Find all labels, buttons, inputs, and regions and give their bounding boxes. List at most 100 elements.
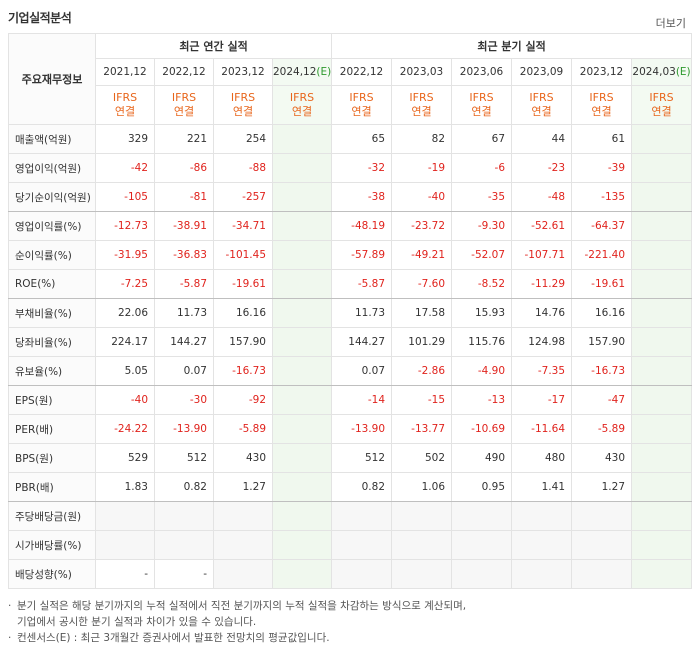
value: -2.86 bbox=[417, 365, 446, 377]
data-row: PBR(배) 1.83 0.82 1.27 0.82 1.06 0.95 1.41 1.27 bbox=[8, 472, 693, 502]
value-cell: -15 bbox=[391, 385, 453, 415]
value-cell: -52.61 bbox=[511, 211, 573, 241]
value-cell: 15.93 bbox=[451, 298, 513, 328]
value-cell: -23 bbox=[511, 153, 573, 183]
period: 2022,12 bbox=[339, 66, 384, 78]
value: -13.77 bbox=[411, 423, 446, 435]
value-cell: 502 bbox=[391, 443, 453, 473]
value-cell: 67 bbox=[451, 124, 513, 154]
value: -88 bbox=[248, 162, 266, 174]
period-header: 2021,12 bbox=[95, 58, 155, 86]
note-line: 기업에서 공시한 분기 실적과 차이가 있을 수 있습니다. bbox=[17, 616, 257, 628]
data-row: PER(배) -24.22 -13.90 -5.89 -13.90 -13.77 -10.6… bbox=[8, 414, 693, 444]
basis-header: IFRS 연결 bbox=[511, 85, 573, 125]
scope: 연결 bbox=[651, 105, 672, 118]
value: 1.41 bbox=[541, 481, 566, 493]
value-cell: -7.25 bbox=[95, 269, 155, 299]
value-cell: 1.27 bbox=[571, 472, 633, 502]
value-cell: 16.16 bbox=[213, 298, 273, 328]
basis-header: IFRS 연결 bbox=[571, 85, 633, 125]
basis: IFRS bbox=[112, 91, 138, 104]
value-cell: 11.73 bbox=[331, 298, 393, 328]
more-link[interactable]: 더보기 bbox=[655, 17, 686, 30]
value: -48 bbox=[547, 191, 566, 203]
value-cell bbox=[511, 559, 573, 589]
value-cell: -38.91 bbox=[154, 211, 214, 241]
row-label: ROE(%) bbox=[8, 269, 96, 299]
data-row: 당기순이익(억원) -105 -81 -257 -38 -40 -35 -48 -135 bbox=[8, 182, 693, 212]
value-cell: -40 bbox=[95, 385, 155, 415]
value-cell: -14 bbox=[331, 385, 393, 415]
value-cell bbox=[213, 501, 273, 531]
value: -5.87 bbox=[179, 278, 207, 290]
value-cell: 1.83 bbox=[95, 472, 155, 502]
value: 254 bbox=[245, 133, 266, 145]
value: -49.21 bbox=[411, 249, 446, 261]
value-cell bbox=[271, 472, 333, 502]
value-cell: 65 bbox=[331, 124, 393, 154]
value: -64.37 bbox=[591, 220, 626, 232]
value-cell: 329 bbox=[95, 124, 155, 154]
data-row: 영업이익(억원) -42 -86 -88 -32 -19 -6 -23 -39 bbox=[8, 153, 693, 183]
value-cell: -221.40 bbox=[571, 240, 633, 270]
row-label: BPS(원) bbox=[8, 443, 96, 473]
value-cell bbox=[631, 414, 693, 444]
value: 44 bbox=[551, 133, 566, 145]
section-title: 기업실적분석 bbox=[8, 11, 72, 25]
row-label: 부채비율(%) bbox=[8, 298, 96, 328]
value: -52.07 bbox=[471, 249, 506, 261]
value-cell: 82 bbox=[391, 124, 453, 154]
value: 115.76 bbox=[468, 336, 506, 348]
value: 0.07 bbox=[361, 365, 386, 377]
value-cell: 1.41 bbox=[511, 472, 573, 502]
value: 1.27 bbox=[242, 481, 266, 493]
value: 65 bbox=[371, 133, 386, 145]
value-cell: -8.52 bbox=[451, 269, 513, 299]
value: -42 bbox=[130, 162, 148, 174]
value: 0.82 bbox=[183, 481, 207, 493]
period: 2023,12 bbox=[579, 66, 624, 78]
value-cell: -35 bbox=[451, 182, 513, 212]
value: -15 bbox=[427, 394, 446, 406]
value-cell: -6 bbox=[451, 153, 513, 183]
value: 16.16 bbox=[235, 307, 266, 319]
note-line: 분기 실적은 해당 분기까지의 누적 실적에서 직전 분기까지의 누적 실적을 … bbox=[17, 600, 467, 612]
value-cell: -30 bbox=[154, 385, 214, 415]
value-cell: 1.27 bbox=[213, 472, 273, 502]
value: 0.95 bbox=[481, 481, 506, 493]
scope: 연결 bbox=[114, 105, 136, 118]
value: -11.64 bbox=[531, 423, 566, 435]
value: -38.91 bbox=[173, 220, 207, 232]
value-cell: -48 bbox=[511, 182, 573, 212]
scope: 연결 bbox=[232, 105, 254, 118]
value: 512 bbox=[186, 452, 207, 464]
row-label: 유보율(%) bbox=[8, 356, 96, 386]
row-label: 순이익률(%) bbox=[8, 240, 96, 270]
value-cell bbox=[451, 501, 513, 531]
value: -4.90 bbox=[477, 365, 506, 377]
period: 2024,03 bbox=[632, 66, 676, 78]
value: 17.58 bbox=[414, 307, 446, 319]
value-cell: -34.71 bbox=[213, 211, 273, 241]
row-label: 매출액(억원) bbox=[8, 124, 96, 154]
value: -92 bbox=[248, 394, 266, 406]
value: -31.95 bbox=[114, 249, 148, 261]
value-cell: -23.72 bbox=[391, 211, 453, 241]
value: -13 bbox=[487, 394, 506, 406]
basis: IFRS bbox=[409, 91, 434, 104]
value-cell: -47 bbox=[571, 385, 633, 415]
data-row: ROE(%) -7.25 -5.87 -19.61 -5.87 -7.60 -8.52 -11… bbox=[8, 269, 693, 299]
value-cell bbox=[271, 153, 333, 183]
value-cell bbox=[271, 443, 333, 473]
value: 1.83 bbox=[124, 481, 148, 493]
value: 224.17 bbox=[111, 336, 148, 348]
value: 144.27 bbox=[348, 336, 386, 348]
value-cell bbox=[331, 501, 393, 531]
value-cell bbox=[631, 559, 693, 589]
value-cell: 0.07 bbox=[154, 356, 214, 386]
value: - bbox=[203, 568, 207, 580]
basis: IFRS bbox=[589, 91, 614, 104]
value-cell: -40 bbox=[391, 182, 453, 212]
value: 221 bbox=[186, 133, 207, 145]
value: -34.71 bbox=[232, 220, 266, 232]
